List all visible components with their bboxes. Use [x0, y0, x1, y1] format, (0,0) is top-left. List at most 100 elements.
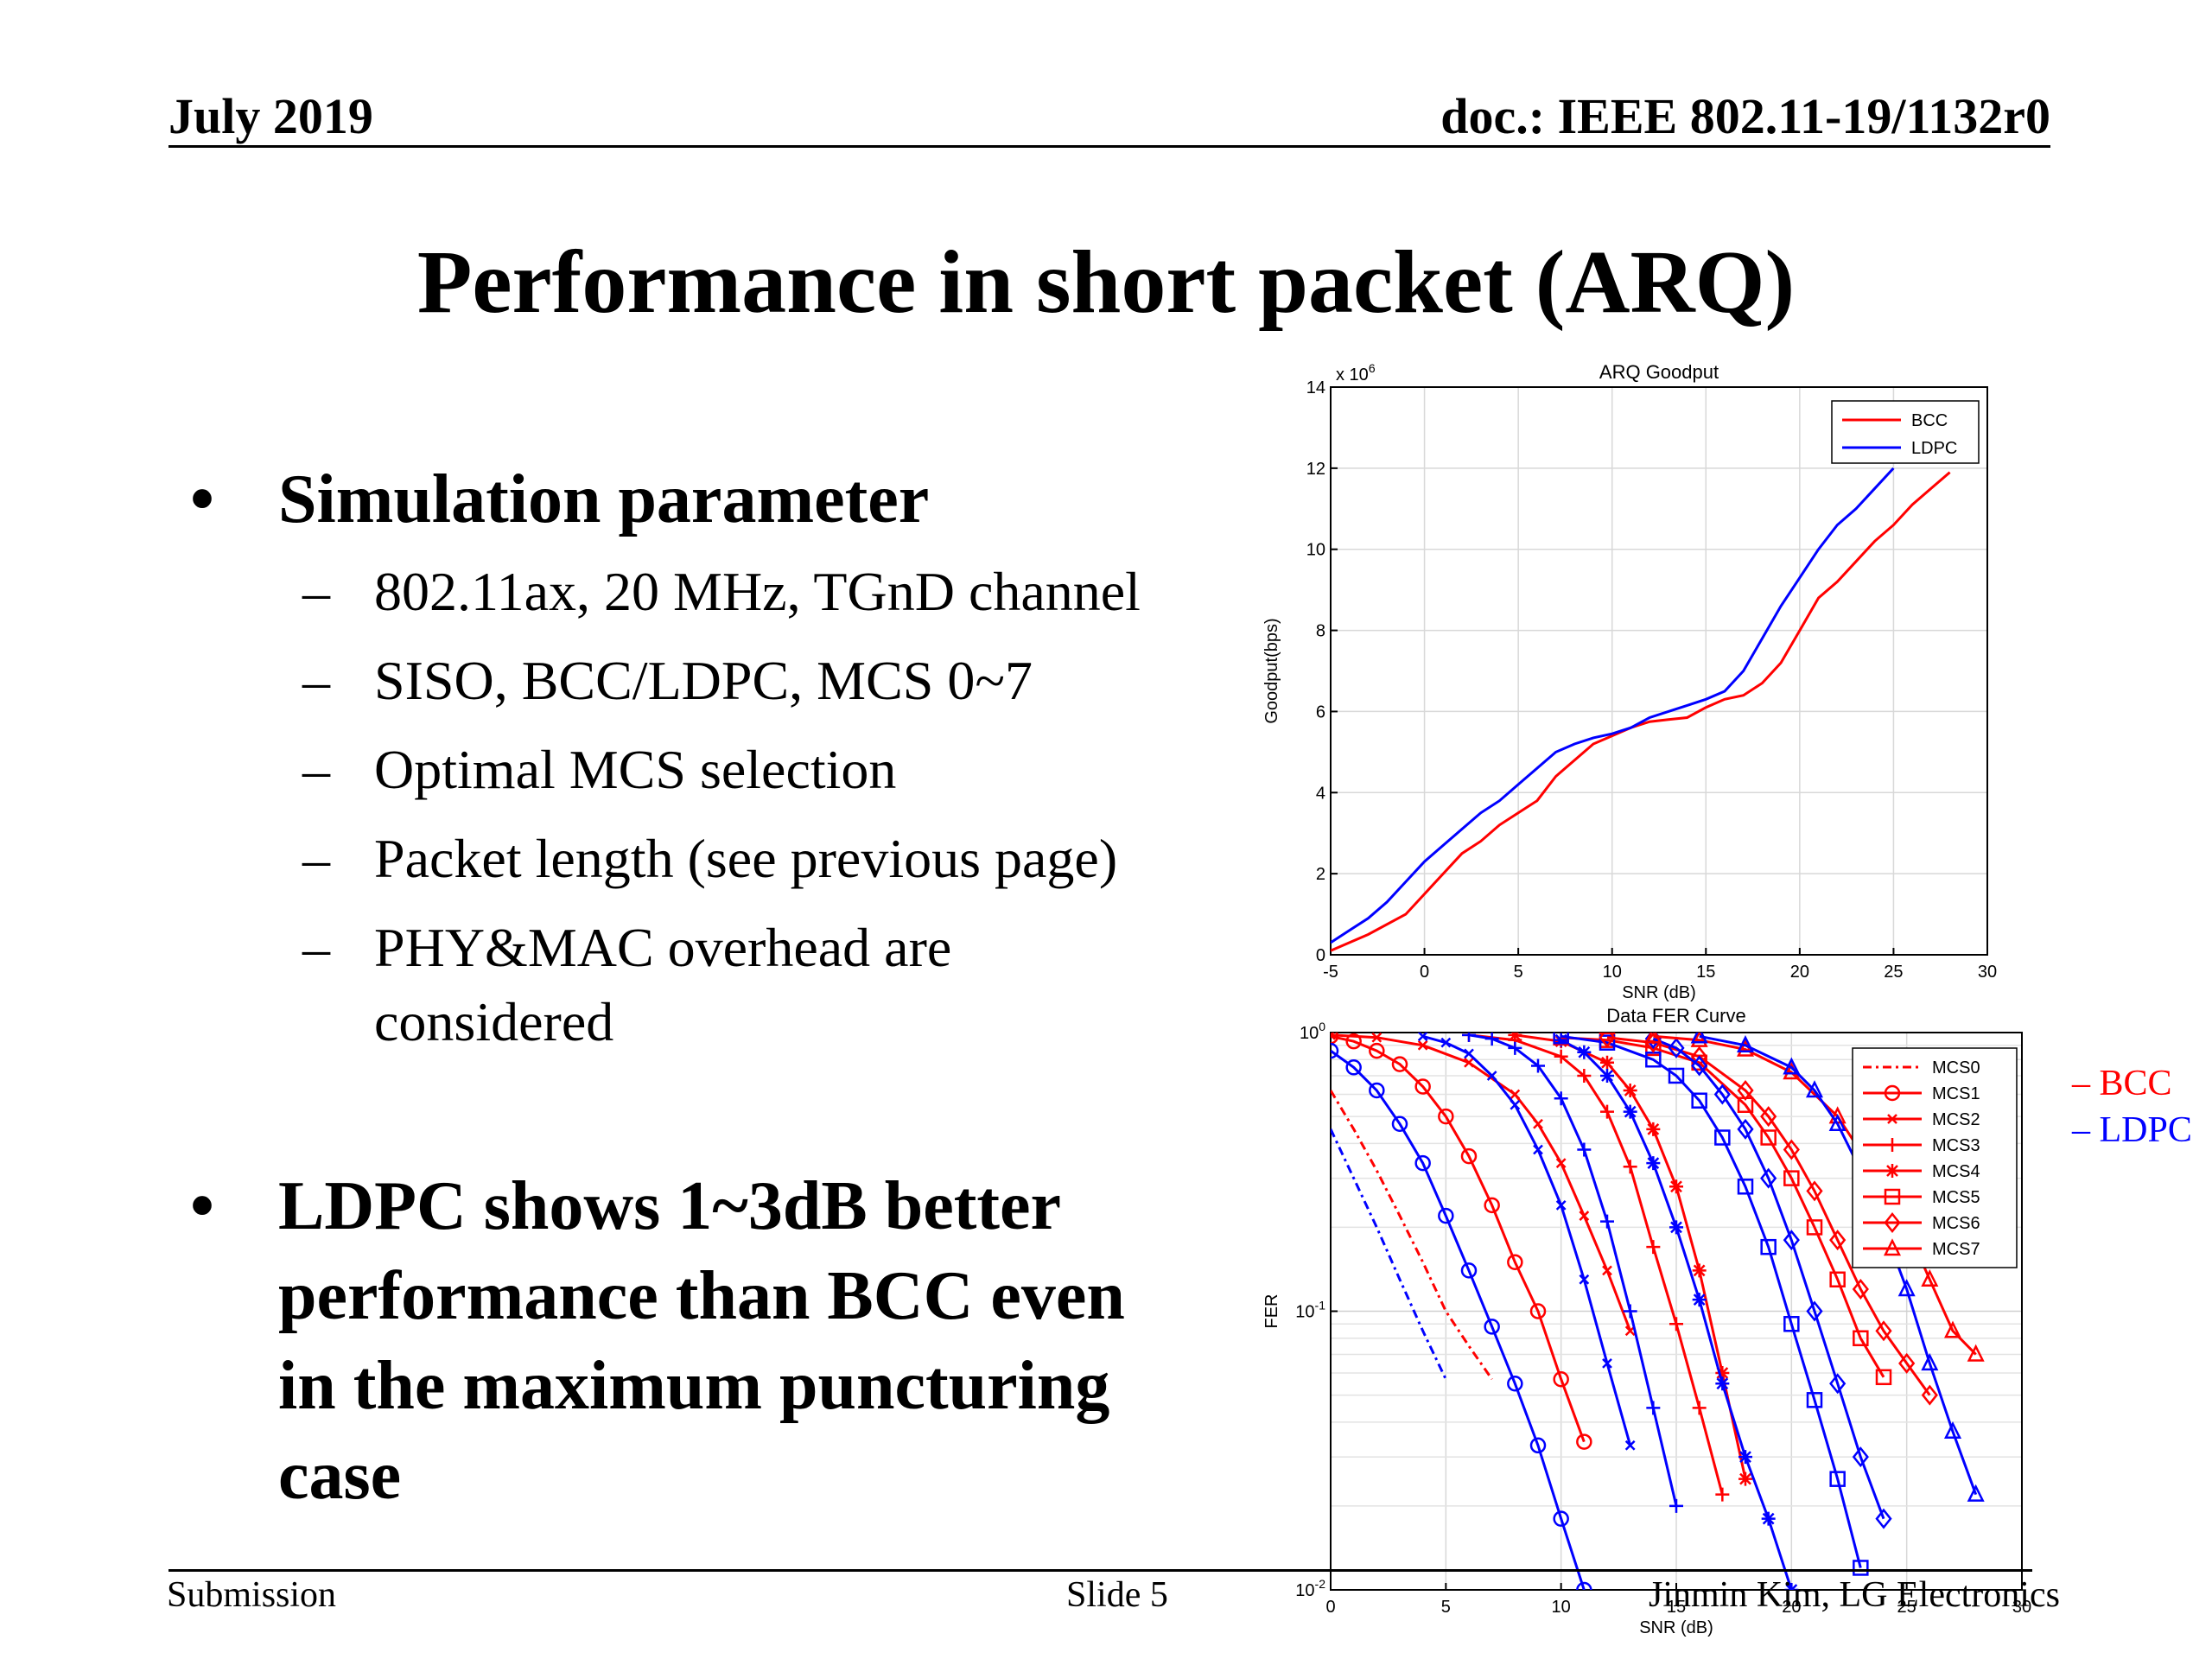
fer-data-point	[1875, 1508, 1892, 1529]
fer-data-point	[1738, 1471, 1752, 1486]
fer-series-mcs4-bcc	[1508, 1033, 1752, 1486]
fer-data-point	[1486, 1071, 1497, 1081]
fer-data-point	[1553, 1510, 1569, 1527]
sub-bullet-text: Optimal MCS selection	[374, 739, 897, 800]
fer-data-point	[1646, 1122, 1661, 1136]
fer-legend-marker	[1884, 1084, 1901, 1102]
side-legend-bcc: – BCC	[2072, 1064, 2172, 1103]
fer-x-tick-label: 10	[1552, 1598, 1571, 1617]
fer-legend	[1852, 1047, 2018, 1268]
goodput-x-tick-label: 10	[1603, 963, 1622, 982]
fer-data-point	[1510, 1099, 1521, 1110]
goodput-y-tick-label: 2	[1316, 865, 1325, 884]
fer-data-point	[1713, 1084, 1731, 1105]
fer-data-point	[1462, 1033, 1476, 1042]
fer-data-point	[1602, 1265, 1612, 1276]
fer-data-point	[1897, 1279, 1916, 1297]
fer-series-mcs2-bcc	[1331, 1033, 1636, 1337]
fer-legend-label: MCS3	[1932, 1136, 1980, 1155]
fer-data-point	[1806, 1300, 1823, 1322]
goodput-y-tick-label: 12	[1306, 460, 1325, 479]
fer-data-point	[1646, 1240, 1661, 1255]
fer-data-point	[1829, 1271, 1846, 1288]
fer-data-point	[1943, 1320, 1962, 1338]
fer-data-point	[1508, 1033, 1522, 1042]
fer-series-line	[1331, 1034, 1586, 1443]
fer-data-point	[1646, 1156, 1661, 1171]
fer-data-point	[1484, 1033, 1499, 1046]
sub-bullet-text: PHY&MAC overhead are	[374, 917, 952, 978]
sub-bullet-text-cont: considered	[374, 991, 614, 1052]
fer-data-point	[1921, 1384, 1938, 1406]
fer-data-point	[1852, 1446, 1869, 1468]
goodput-y-tick-label: 4	[1316, 784, 1325, 803]
fer-series-line	[1331, 1049, 1586, 1590]
fer-data-point	[1533, 1144, 1543, 1155]
fer-series-line	[1468, 1033, 1678, 1507]
fer-x-tick-label: 20	[1782, 1598, 1801, 1617]
fer-data-point	[1967, 1344, 1985, 1362]
fer-data-point	[1921, 1353, 1939, 1371]
fer-data-point	[1736, 1039, 1755, 1057]
fer-data-point	[1806, 1219, 1823, 1236]
fer-data-point	[1531, 1058, 1545, 1073]
goodput-y-tick-label: 6	[1316, 702, 1325, 721]
fer-data-point	[1331, 1033, 1336, 1040]
fer-data-point	[1414, 1078, 1431, 1095]
fer-data-point	[1623, 1160, 1637, 1174]
fer-legend-marker	[1884, 1188, 1901, 1205]
fer-data-point	[1554, 1049, 1568, 1064]
goodput-x-tick-label: 30	[1978, 963, 1997, 982]
fer-data-point	[1829, 1230, 1847, 1251]
fer-data-point	[1783, 1170, 1800, 1186]
fer-data-point	[1623, 1104, 1637, 1119]
goodput-x-tick-label: 20	[1790, 963, 1809, 982]
fer-data-point	[1391, 1056, 1408, 1072]
fer-y-tick-label: 100	[1300, 1020, 1325, 1043]
fer-data-point	[1967, 1484, 1985, 1502]
goodput-series-bcc	[1331, 471, 1951, 952]
goodput-legend-label: LDPC	[1911, 439, 1957, 458]
fer-data-point	[1805, 1080, 1824, 1098]
fer-data-point	[1829, 1471, 1846, 1487]
fer-x-tick-label: 25	[1897, 1598, 1916, 1617]
fer-chart-title: Data FER Curve	[1606, 1005, 1745, 1027]
fer-data-point	[1690, 1033, 1708, 1044]
fer-data-point	[1692, 1401, 1707, 1415]
sub-bullet-marker: –	[302, 917, 330, 978]
fer-data-point	[1761, 1511, 1776, 1526]
footer-slide-number: Slide 5	[1066, 1575, 1168, 1615]
fer-data-point	[1691, 1092, 1707, 1109]
fer-data-point	[1391, 1116, 1408, 1132]
fer-series-mcs2-ldpc	[1417, 1033, 1636, 1451]
fer-legend-label: MCS5	[1932, 1188, 1980, 1207]
fer-x-tick-label: 0	[1325, 1598, 1335, 1617]
bullet-text-line-1: LDPC shows 1~3dB better	[278, 1168, 1062, 1244]
fer-series-line	[1515, 1033, 1747, 1480]
fer-data-point	[1577, 1068, 1592, 1083]
fer-data-point	[1623, 1083, 1637, 1097]
goodput-x-tick-label: 25	[1884, 963, 1903, 982]
fer-series-mcs3-bcc	[1462, 1033, 1730, 1502]
fer-legend-label: MCS2	[1932, 1110, 1980, 1129]
fer-series-line	[1331, 1128, 1447, 1380]
fer-legend-label: MCS4	[1932, 1162, 1980, 1181]
fer-data-point	[1577, 1045, 1592, 1059]
fer-data-point	[1438, 1207, 1454, 1224]
header-doc-id: doc.: IEEE 802.11-19/1132r0	[1440, 88, 2050, 144]
fer-data-point	[1737, 1179, 1754, 1195]
fer-data-point	[1668, 1037, 1685, 1058]
fer-data-point	[1783, 1057, 1801, 1075]
fer-x-tick-label: 5	[1441, 1598, 1451, 1617]
goodput-legend	[1831, 400, 1980, 464]
fer-data-point	[1668, 1067, 1685, 1084]
fer-data-point	[1599, 1034, 1616, 1051]
fer-data-point	[1345, 1059, 1362, 1076]
fer-data-point	[1577, 1142, 1592, 1157]
fer-data-point	[1853, 1330, 1869, 1347]
fer-data-point	[1576, 1433, 1592, 1450]
goodput-series-ldpc	[1331, 467, 1895, 944]
fer-data-point	[1646, 1401, 1661, 1415]
fer-data-point	[1875, 1320, 1892, 1342]
fer-data-point	[1602, 1357, 1612, 1369]
